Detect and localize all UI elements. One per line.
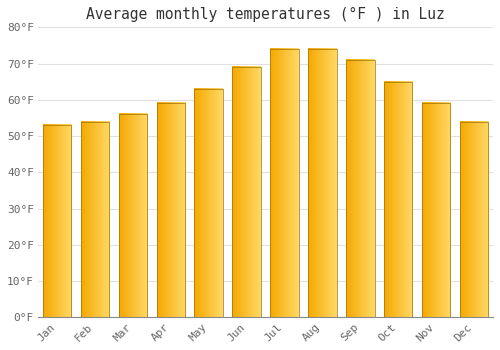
Bar	[308, 49, 336, 317]
Bar	[460, 121, 488, 317]
Bar	[81, 121, 109, 317]
Bar	[384, 82, 412, 317]
Bar	[156, 104, 185, 317]
Bar	[118, 114, 147, 317]
Bar	[232, 67, 261, 317]
Bar	[270, 49, 299, 317]
Bar	[43, 125, 72, 317]
Title: Average monthly temperatures (°F ) in Luz: Average monthly temperatures (°F ) in Lu…	[86, 7, 445, 22]
Bar	[194, 89, 223, 317]
Bar	[422, 104, 450, 317]
Bar	[346, 60, 374, 317]
